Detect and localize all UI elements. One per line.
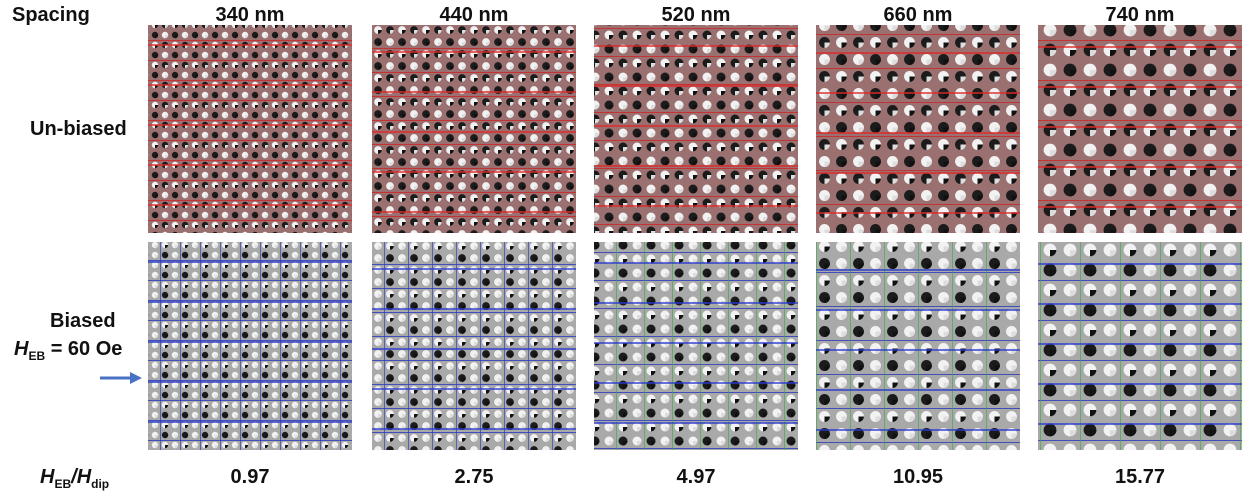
micrograph [148, 25, 352, 233]
ratio-value: 10.95 [893, 466, 943, 489]
micrograph [594, 242, 798, 450]
symbol: H [40, 466, 54, 488]
ratio-value: 4.97 [677, 466, 716, 489]
subscript: EB [54, 477, 71, 491]
column-header: 740 nm [1106, 4, 1175, 27]
column-header: 520 nm [662, 4, 731, 27]
ratio-value: 2.75 [455, 466, 494, 489]
column-header: 660 nm [884, 4, 953, 27]
symbol: H [14, 338, 28, 360]
micrograph [594, 25, 798, 233]
ratio-value: 0.97 [231, 466, 270, 489]
micrograph [148, 242, 352, 450]
ratio-label: HEB/Hdip [40, 466, 109, 491]
column-header: 340 nm [216, 4, 285, 27]
figure: Spacing Un-biased Biased HEB = 60 Oe HEB… [0, 0, 1242, 495]
corner-label: Spacing [12, 4, 90, 27]
column-header: 440 nm [440, 4, 509, 27]
image-grid [0, 0, 1242, 495]
subscript: EB [28, 349, 45, 363]
subscript: dip [91, 477, 109, 491]
micrograph [1038, 25, 1242, 233]
bias-arrow-head [130, 372, 142, 384]
ratio-value: 15.77 [1115, 466, 1165, 489]
micrograph [1038, 242, 1242, 450]
micrograph [816, 25, 1020, 233]
micrograph [372, 25, 576, 233]
symbol: H [77, 466, 91, 488]
row-label: Biased [50, 310, 116, 333]
field-text: = 60 Oe [51, 338, 123, 360]
row-label: Un-biased [30, 118, 127, 141]
micrograph [372, 242, 576, 450]
field-label: HEB = 60 Oe [14, 338, 122, 363]
micrograph [816, 242, 1020, 450]
